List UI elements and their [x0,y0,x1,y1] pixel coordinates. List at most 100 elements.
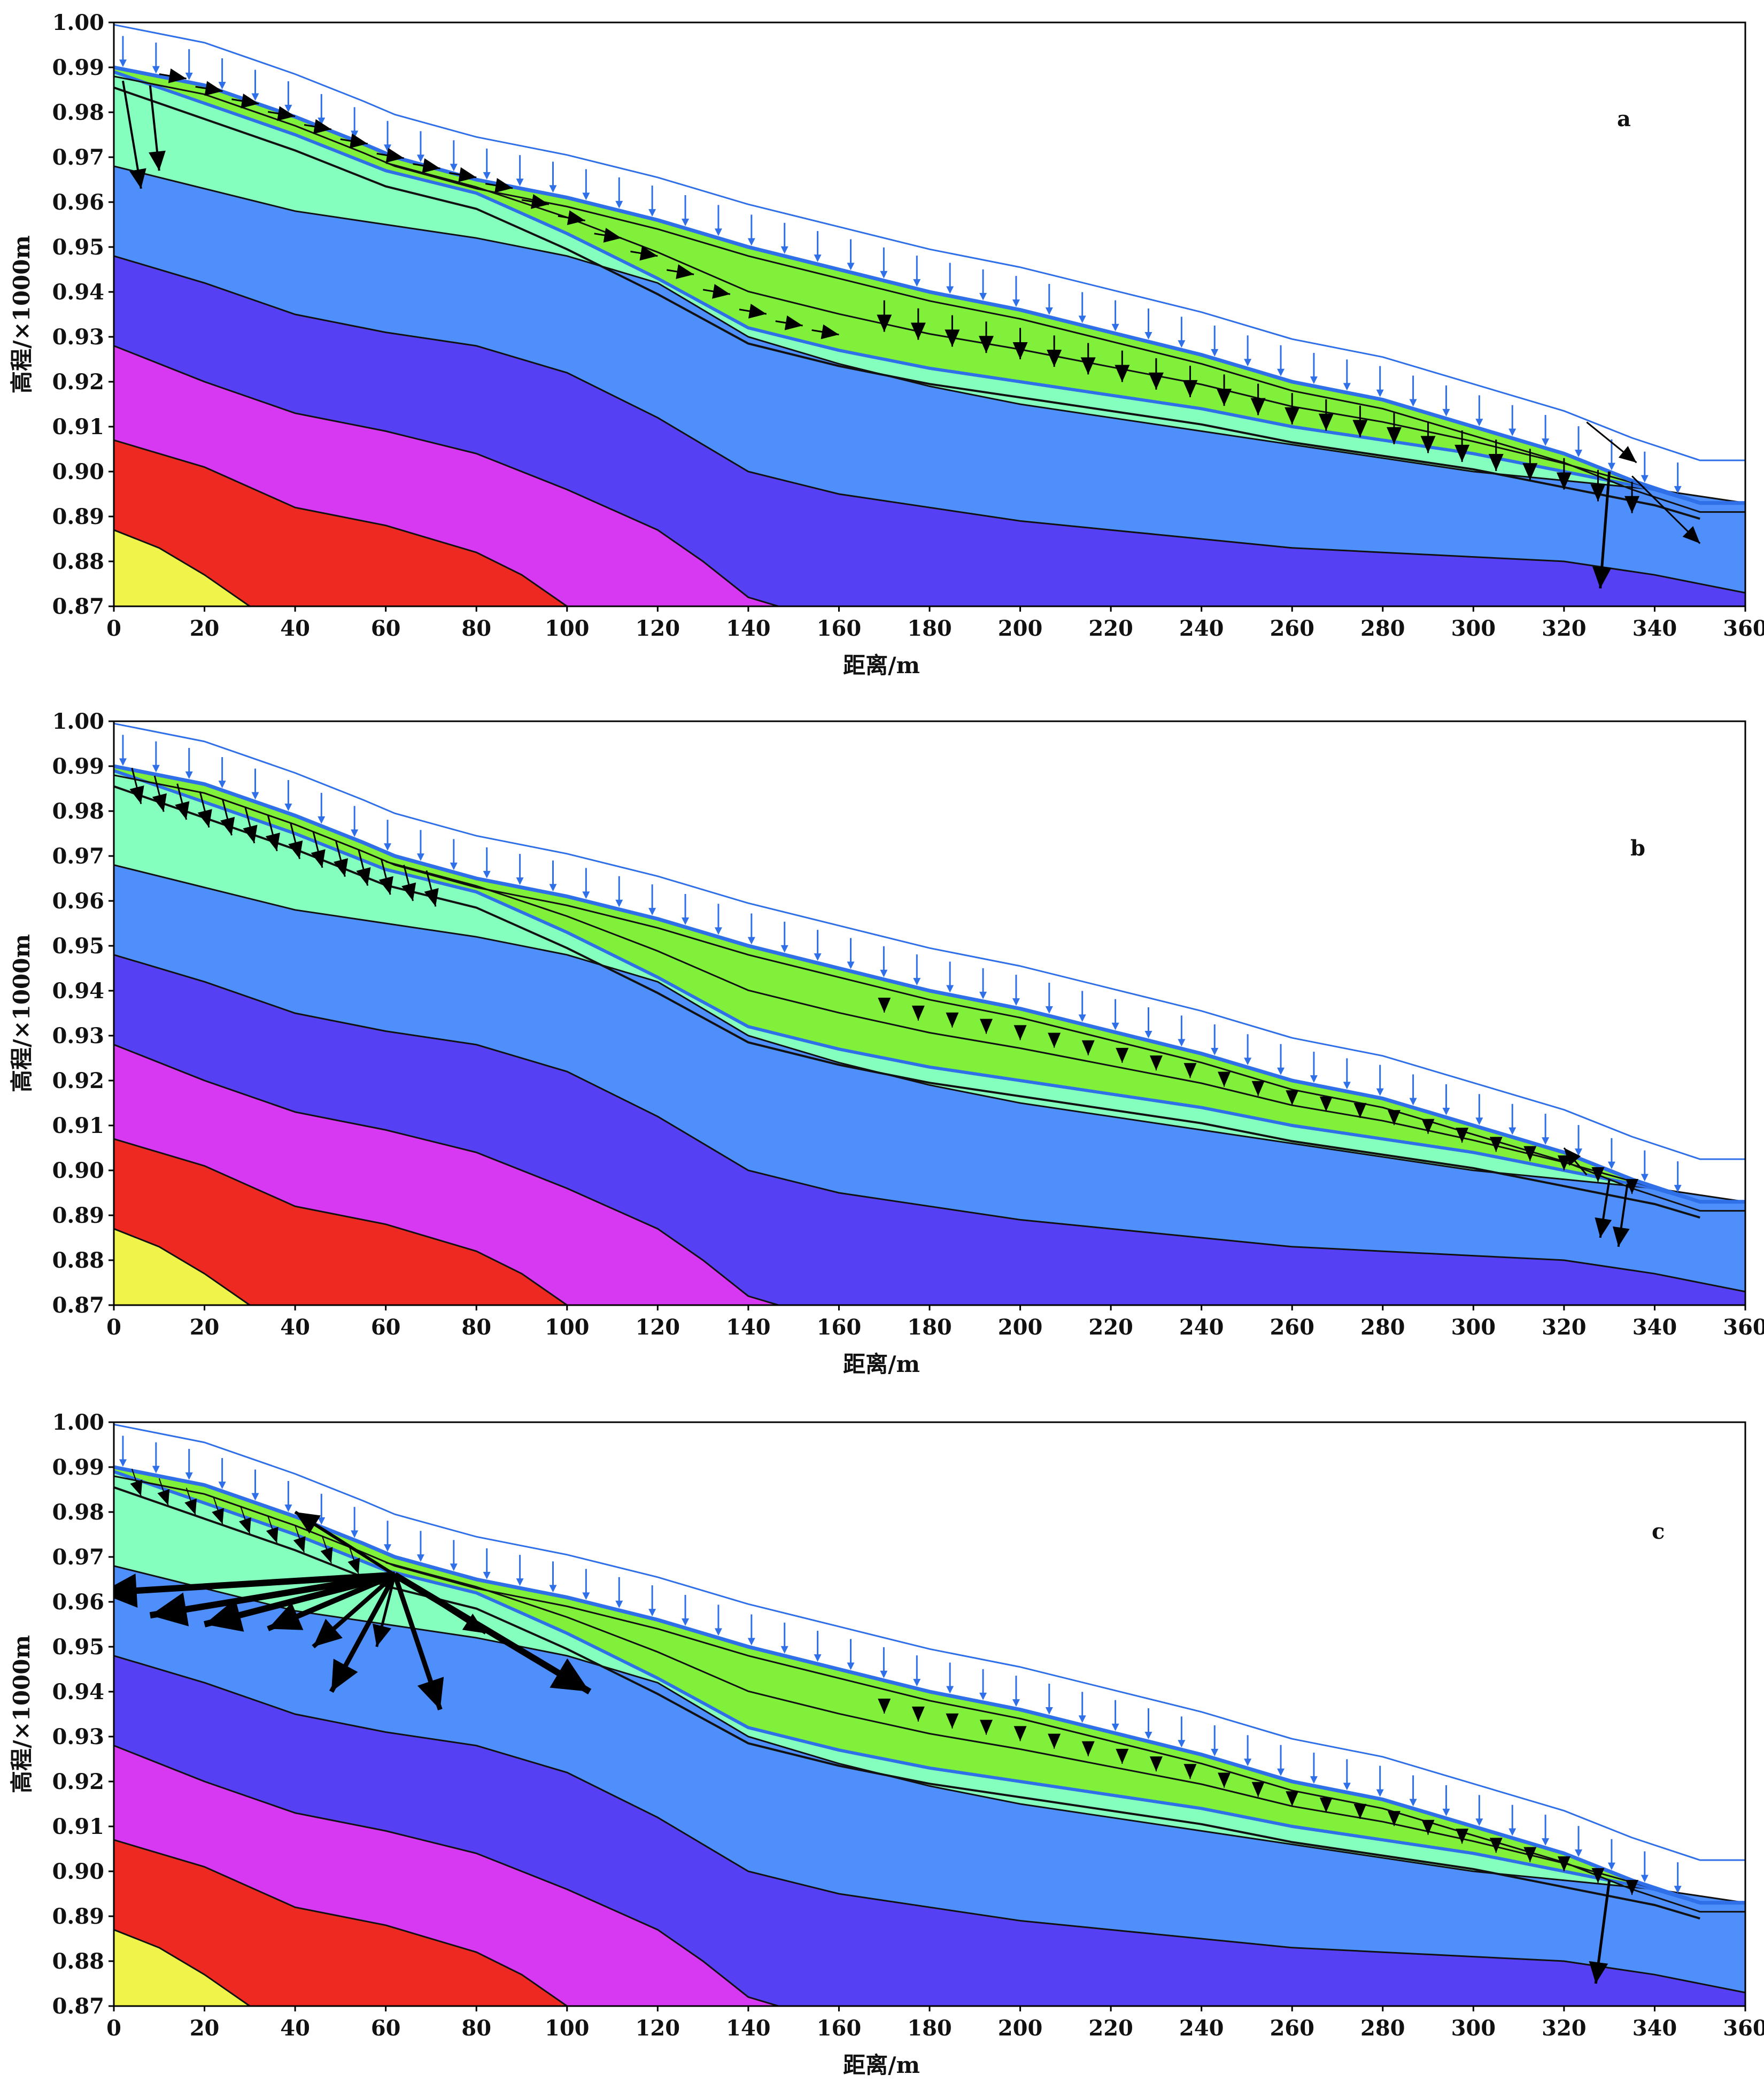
load-arrow-head [1178,1039,1186,1047]
displacement-vector-head [603,228,622,243]
load-arrow-head [1343,1082,1351,1090]
displacement-vector-head [1589,1961,1608,1984]
load-arrow-head [483,1571,491,1579]
inner-contour-line [385,861,1700,1203]
y-tick-label: 0.94 [52,280,104,305]
x-tick-label: 220 [1088,2016,1133,2041]
contour-line-5 [114,439,569,606]
displacement-vector-head [494,178,513,193]
displacement-vector-head [784,315,803,330]
load-arrow-head [880,271,888,279]
contour-band-5 [114,1840,567,2006]
displacement-vector-head [1387,1811,1401,1826]
load-arrow-head [582,1592,590,1600]
displacement-vector-head [979,1719,993,1735]
displacement-vector-head [1080,357,1096,375]
x-tick-label: 200 [998,616,1043,641]
displacement-vector-head [676,264,694,279]
load-arrow-head [1542,438,1550,446]
slide-mass [114,1467,1700,1903]
load-arrow-head [682,917,690,925]
displacement-vector-head [978,336,994,353]
load-arrow-head [549,1585,557,1593]
ground-surface-line [114,65,1745,505]
displacement-vector-head [946,1713,959,1729]
displacement-vector-head [531,194,549,209]
y-axis-label: 高程/×1000m [9,1635,35,1793]
load-arrow-head [847,1662,855,1670]
x-tick-label: 140 [726,616,771,641]
load-arrow-head [979,991,987,999]
ground-surface-line [114,764,1745,1204]
x-tick-label: 80 [461,2016,491,2041]
y-tick-label: 0.87 [52,1994,104,2019]
load-arrow-head [1045,1006,1053,1014]
load-arrow-head [1012,1699,1020,1707]
displacement-vector-head [1454,444,1470,462]
x-tick-label: 100 [545,616,590,641]
displacement-vector-head [241,94,259,109]
load-arrow-head [516,877,524,885]
displacement-vector-head [239,1517,251,1534]
x-tick-label: 240 [1179,616,1224,641]
contour-line-6 [114,1929,252,2006]
load-arrow-head [1211,1047,1219,1055]
load-arrow-head [1012,998,1020,1006]
load-arrow-head [351,130,359,138]
load-arrow-head [1475,1818,1483,1826]
load-arrow-head [284,803,292,811]
x-tick-label: 320 [1542,1315,1587,1340]
y-tick-label: 0.96 [52,190,104,215]
load-arrow-head [1442,1107,1450,1115]
ground-surface-outline [114,75,1745,513]
displacement-vector-head [1149,1055,1163,1071]
load-arrow-head [1277,368,1285,376]
load-arrow-head [1376,389,1384,397]
load-arrow-head [1409,399,1417,407]
contour-line-3 [114,954,1745,1293]
load-arrow-head [450,862,458,870]
displacement-vector-head [401,882,416,901]
displacement-vector-head [288,840,303,859]
displacement-vector-head [1564,1148,1581,1166]
load-arrow-head [747,937,755,945]
load-arrow-head [384,144,392,152]
load-arrow-head [384,1544,392,1552]
load-arrow-head [1211,349,1219,357]
load-arrow-head [1012,299,1020,307]
chart-panel-a: 1.00 0.99 0.98 0.97 0.96 0.95 0.94 0.93 0.92 0.91… [9,10,1764,678]
displacement-vector-head [1557,1155,1570,1170]
x-tick-label: 40 [280,1315,310,1340]
displacement-vector-head [877,314,892,332]
x-tick-label: 20 [190,2016,220,2041]
load-arrow-head [1575,1148,1583,1156]
chart-panel-c: 1.00 0.99 0.98 0.97 0.96 0.95 0.94 0.93 0.92 0.91… [9,1410,1764,2078]
displacement-vector-head [1218,1772,1231,1788]
x-tick-label: 0 [106,616,121,641]
contour-band-5 [114,1139,567,1305]
x-tick-label: 180 [907,2016,952,2041]
displacement-vector-head [1421,1819,1435,1835]
y-tick-label: 0.99 [52,754,104,779]
displacement-vector-head [268,1602,304,1630]
y-tick-label: 0.94 [52,1679,104,1705]
y-tick-label: 0.93 [52,1724,104,1749]
displacement-vector [114,1571,395,1595]
displacement-vector-head [422,158,440,173]
load-arrow-head [1442,1808,1450,1816]
displacement-vector-head [458,167,477,182]
load-arrow-head [913,1679,921,1687]
x-tick-label: 240 [1179,1315,1224,1340]
y-tick-label: 0.87 [52,594,104,619]
load-arrow-head [714,228,722,236]
x-tick-label: 160 [817,616,862,641]
load-arrows [114,722,1745,1193]
displacement-vector-head [1217,389,1232,406]
displacement-vector-head [1081,1741,1095,1756]
load-arrow-head [1508,1127,1517,1135]
slip-surface-lower-line [114,86,1700,520]
x-tick-label: 120 [636,2016,680,2041]
displacement-vector-head [150,1592,189,1626]
